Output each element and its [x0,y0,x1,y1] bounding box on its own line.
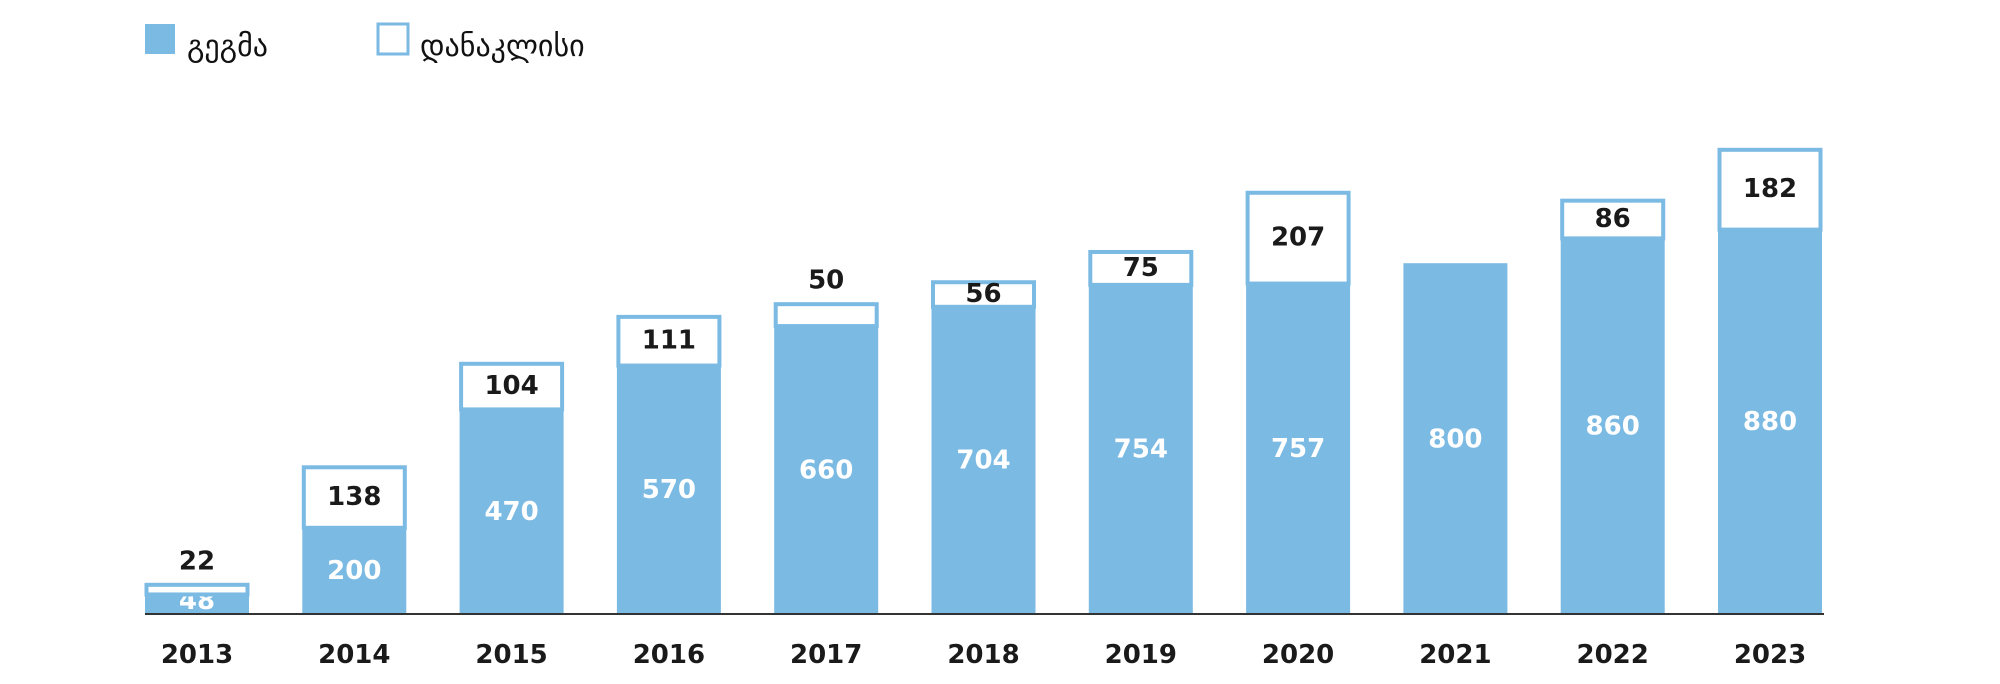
legend-label-plan: გეგმა [187,29,268,64]
value-label-shortfall-2015: 104 [484,371,538,401]
value-label-plan-2019: 754 [1114,435,1168,465]
bar-shortfall-2018 [931,280,1036,309]
bar-shortfall-2019 [1088,249,1194,287]
bar-plan-2016 [616,364,721,614]
bar-plan-2020 [1246,282,1351,614]
bar-shortfall-2015 [459,361,565,412]
bar-plan-2019 [1088,283,1193,614]
bar-plan-2021 [1403,263,1508,614]
bar-plan-2017 [774,324,879,614]
x-tick-label-2016: 2016 [633,640,705,670]
value-label-plan-2014: 200 [327,556,381,586]
bar-shortfall-2016 [616,314,722,368]
value-label-shortfall-2013: 22 [179,546,215,576]
x-tick-label-2021: 2021 [1419,640,1491,670]
x-tick-label-2017: 2017 [790,640,862,670]
x-tick-label-2014: 2014 [318,640,390,670]
x-axis-labels: 2013 2014 2015 2016 2017 2018 2019 2020 2021 2022… [161,640,1806,670]
x-tick-label-2023: 2023 [1734,640,1806,670]
bar-shortfall-2020 [1245,190,1351,286]
bar-shortfall-2022 [1560,198,1666,241]
x-tick-label-2015: 2015 [475,640,547,670]
bar-shortfall-2017 [773,302,879,329]
bar-plan-2013 [145,592,249,614]
bar-shortfall-2014 [301,465,407,530]
value-label-plan-2017: 660 [799,455,853,485]
value-label-plan-2016: 570 [642,475,696,505]
bar-plan-2018 [931,305,1036,614]
legend-label-shortfall: დანაკლისი [420,29,585,64]
value-label-shortfall-2017: 50 [808,266,844,296]
x-tick-label-2022: 2022 [1577,640,1649,670]
value-label-plan-2023: 880 [1743,407,1797,437]
x-tick-label-2019: 2019 [1105,640,1177,670]
value-label-plan-2015: 470 [484,497,538,527]
value-label-plan-2018: 704 [956,446,1010,476]
value-label-plan-2021: 800 [1428,425,1482,455]
value-label-shortfall-2018: 56 [965,279,1001,309]
bar-shortfall-2013 [144,582,250,597]
bar-plan-2014 [302,526,407,614]
x-tick-label-2013: 2013 [161,640,233,670]
x-tick-label-2018: 2018 [947,640,1019,670]
value-label-shortfall-2014: 138 [327,482,381,512]
value-label-shortfall-2023: 182 [1743,174,1797,204]
legend-swatch-shortfall [376,22,410,56]
value-label-shortfall-2016: 111 [642,326,696,356]
bar-shortfall-2023 [1717,147,1823,232]
bar-plan-2015 [459,407,564,614]
value-label-shortfall-2019: 75 [1123,253,1159,283]
value-label-shortfall-2020: 207 [1271,223,1325,253]
legend: გეგმა დანაკლისი [145,22,585,64]
value-label-shortfall-2022: 86 [1595,204,1631,234]
x-tick-label-2020: 2020 [1262,640,1334,670]
value-label-plan-2022: 860 [1586,411,1640,441]
value-label-plan-2020: 757 [1271,434,1325,464]
legend-swatch-plan [145,24,175,54]
bar-plan-2022 [1560,236,1665,614]
bar-plan-2023 [1718,228,1822,614]
